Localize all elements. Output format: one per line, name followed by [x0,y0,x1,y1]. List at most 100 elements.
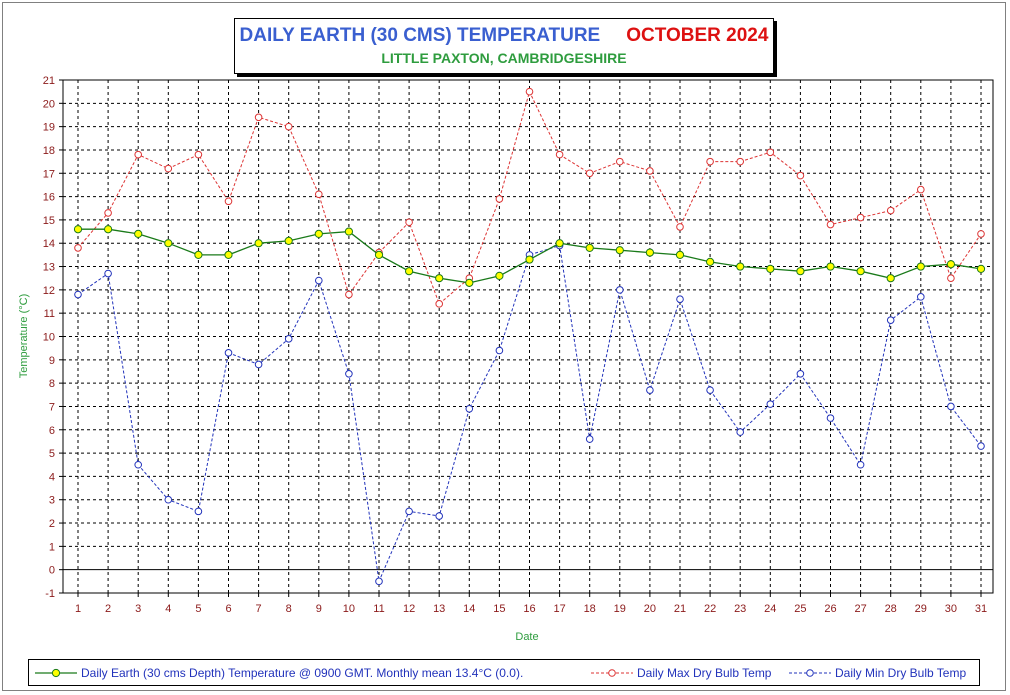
data-point-earth [585,243,594,252]
data-point-earth [675,250,685,259]
y-tick-label: 4 [49,471,55,483]
data-point-max [435,300,444,308]
data-point-earth [615,246,624,255]
x-tick-label: 23 [734,603,746,615]
y-tick-label: 3 [49,495,55,507]
data-point-max [315,190,323,199]
y-tick-label: 14 [43,238,55,250]
x-tick-label: 3 [135,603,141,615]
data-point-earth [194,250,203,259]
data-point-min [495,346,504,355]
x-tick-label: 31 [975,603,987,615]
data-point-min [886,316,895,324]
data-point-max [134,150,142,159]
x-tick-label: 29 [915,603,927,615]
y-tick-label: 18 [43,145,55,157]
data-point-min [616,286,624,294]
data-point-max [616,157,624,166]
data-point-max [917,185,925,194]
x-tick-label: 2 [105,603,111,615]
y-tick-label: 5 [49,448,55,460]
data-point-earth [314,229,323,238]
x-tick-label: 28 [885,603,897,615]
data-point-min [947,402,955,411]
x-tick-label: 17 [553,603,565,615]
y-tick-label: 2 [49,518,55,530]
y-tick-label: 10 [43,332,55,344]
data-point-max [796,171,805,180]
x-tick-label: 24 [764,603,776,615]
x-tick-label: 25 [794,603,806,615]
data-point-min [104,269,112,278]
data-point-earth [766,264,775,273]
data-point-max [224,197,233,206]
data-point-min [676,295,684,303]
data-point-earth [916,262,925,271]
data-point-min [826,414,835,422]
data-point-max [405,218,413,227]
chart-title: DAILY EARTH (30 CMS) TEMPERATURE OCTOBER … [235,25,773,47]
data-point-max [646,167,654,175]
x-tick-label: 21 [674,603,686,615]
data-point-earth [856,267,865,276]
x-tick-label: 14 [463,603,475,615]
data-point-earth [976,264,986,273]
data-point-min [74,290,82,299]
x-tick-label: 8 [286,603,292,615]
data-point-min [435,512,444,520]
series-min [74,241,985,586]
data-point-min [736,428,745,436]
data-point-min [284,335,293,343]
x-tick-label: 13 [433,603,445,615]
data-point-min [164,495,173,504]
legend-swatch-earth [35,668,77,678]
y-tick-label: 20 [43,98,55,110]
data-point-earth [344,227,353,236]
data-point-min [646,386,654,394]
y-tick-label: 8 [49,378,55,390]
x-tick-label: 19 [614,603,626,615]
x-tick-label: 26 [824,603,836,615]
y-tick-label: 13 [43,262,55,274]
data-point-min [856,460,865,469]
y-axis-label: Temperature (°C) [18,294,30,378]
data-point-min [134,460,142,469]
chart-legend: Daily Earth (30 cms Depth) Temperature @… [28,659,980,686]
data-point-earth [706,257,715,266]
data-point-max [886,206,895,215]
data-point-earth [555,239,564,248]
data-point-min [917,293,925,301]
data-point-earth [796,267,805,276]
data-point-earth [104,225,113,234]
data-point-earth [284,236,293,245]
data-point-max [284,122,293,131]
data-point-max [856,213,865,222]
data-point-max [585,169,594,178]
data-point-earth [495,271,504,280]
data-point-earth [164,239,173,248]
data-point-max [104,209,112,217]
data-point-max [706,157,714,166]
x-tick-label: 12 [403,603,415,615]
data-point-earth [224,250,233,259]
x-tick-label: 30 [945,603,957,615]
data-point-max [826,220,835,229]
grid-lines [59,79,994,597]
chart-title-main: DAILY EARTH (30 CMS) TEMPERATURE [239,25,601,46]
data-point-earth [886,274,895,283]
x-axis-label: Date [515,631,538,643]
series-earth [73,225,986,287]
data-point-min [766,400,775,408]
data-point-earth [73,225,83,234]
data-point-earth [525,255,534,264]
data-point-max [345,290,353,299]
data-point-max [555,150,564,159]
data-point-max [947,274,955,283]
y-tick-label: 15 [43,215,55,227]
x-tick-label: 18 [584,603,596,615]
data-point-min [194,507,203,516]
series-max [74,87,985,308]
